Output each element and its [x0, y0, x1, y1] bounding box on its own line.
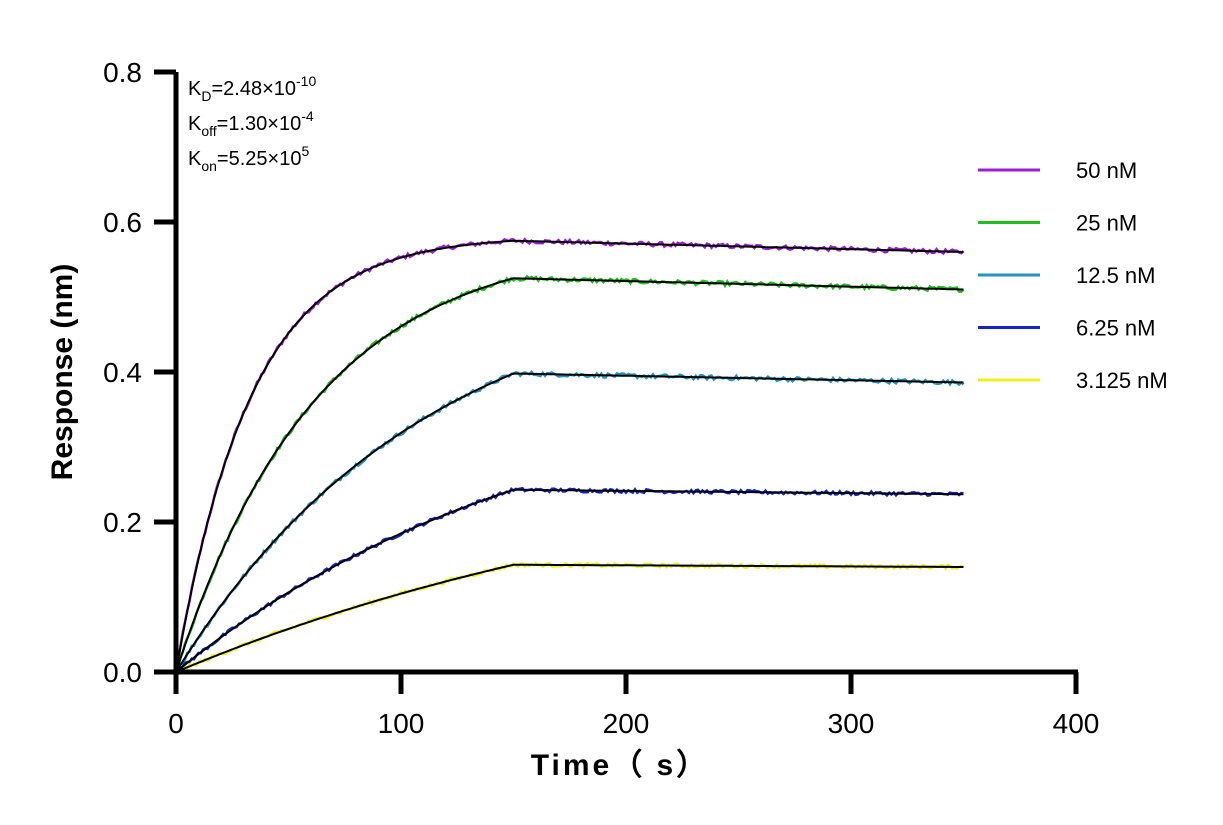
- fit-line: [175, 239, 964, 673]
- legend-label: 25 nM: [1076, 211, 1137, 236]
- fit-line: [175, 372, 964, 673]
- y-axis-title: Response (nm): [46, 264, 79, 481]
- y-tick-label: 0.4: [103, 357, 142, 388]
- y-axis-ticks: 0.0 0.2 0.4 0.6 0.8: [103, 57, 176, 688]
- fit-line: [175, 563, 964, 673]
- kinetic-constants-annotation: KD=2.48×10-10 Koff=1.30×10-4 Kon=5.25×105: [188, 73, 316, 174]
- x-tick-label: 0: [168, 708, 184, 739]
- legend-label: 6.25 nM: [1076, 316, 1156, 341]
- fit-line: [175, 277, 964, 673]
- series-line: [175, 561, 964, 673]
- x-axis-title: Time（ s）: [531, 748, 710, 782]
- series-line: [174, 274, 965, 673]
- legend-label: 50 nM: [1076, 158, 1137, 183]
- x-axis-ticks: 0 100 200 300 400: [168, 672, 1099, 739]
- x-tick-label: 400: [1053, 708, 1100, 739]
- series-line: [175, 486, 964, 674]
- x-tick-label: 100: [378, 708, 425, 739]
- fit-line: [175, 488, 964, 673]
- series-line: [174, 237, 965, 672]
- kinetic-constant-label: KD=2.48×10-10: [188, 73, 316, 104]
- kinetic-constant-label: Koff=1.30×10-4: [188, 108, 314, 139]
- y-tick-label: 0.8: [103, 57, 142, 88]
- legend-label: 12.5 nM: [1076, 263, 1156, 288]
- x-tick-label: 200: [603, 708, 650, 739]
- legend-label: 3.125 nM: [1076, 368, 1168, 393]
- y-tick-label: 0.2: [103, 507, 142, 538]
- fit-curves: [175, 239, 964, 673]
- series-group: [174, 237, 965, 674]
- x-tick-label: 300: [828, 708, 875, 739]
- y-tick-label: 0.6: [103, 207, 142, 238]
- y-tick-label: 0.0: [103, 657, 142, 688]
- legend: 50 nM 25 nM 12.5 nM 6.25 nM 3.125 nM: [978, 158, 1168, 393]
- kinetic-constant-label: Kon=5.25×105: [188, 143, 309, 174]
